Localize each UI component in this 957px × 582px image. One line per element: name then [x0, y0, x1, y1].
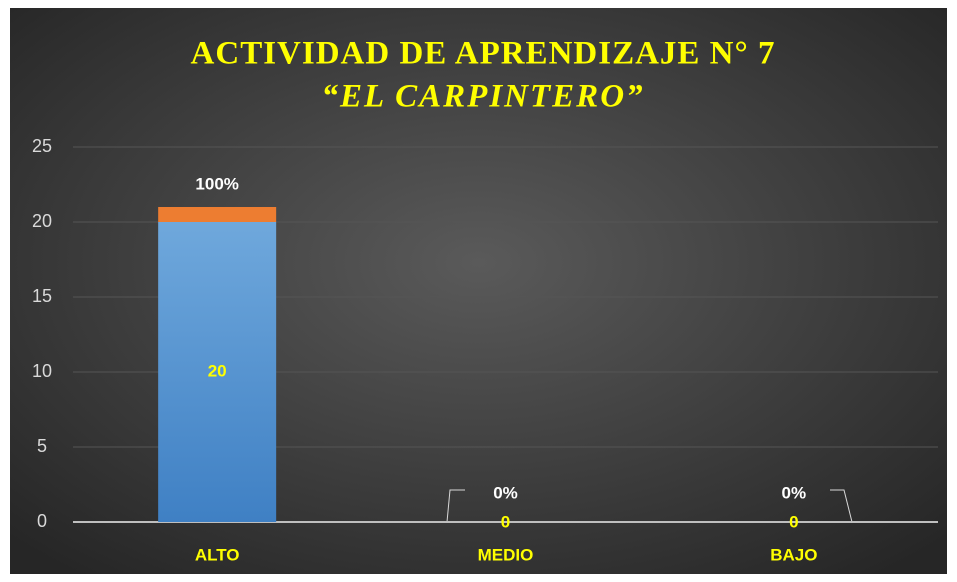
data-label: 0% [782, 483, 807, 502]
data-label: 20 [208, 361, 227, 380]
x-tick-label: MEDIO [478, 545, 534, 564]
data-label: 0 [501, 512, 510, 531]
y-tick-label: 25 [32, 136, 52, 156]
bar-segment [158, 222, 277, 522]
leader-line [446, 489, 465, 523]
chart-title: ACTIVIDAD DE APRENDIZAJE N° 7 [191, 36, 776, 72]
y-tick-label: 15 [32, 286, 52, 306]
x-tick-label: BAJO [770, 545, 817, 564]
y-tick-label: 0 [37, 511, 47, 531]
y-tick-label: 5 [37, 436, 47, 456]
data-label: 100% [195, 174, 238, 193]
chart-subtitle: “EL CARPINTERO” [321, 79, 644, 115]
leader-line [830, 489, 853, 523]
data-label: 0 [789, 512, 798, 531]
data-label: 0% [493, 483, 518, 502]
x-tick-label: ALTO [195, 545, 240, 564]
y-tick-label: 10 [32, 361, 52, 381]
bar-segment [158, 207, 277, 222]
y-tick-label: 20 [32, 211, 52, 231]
